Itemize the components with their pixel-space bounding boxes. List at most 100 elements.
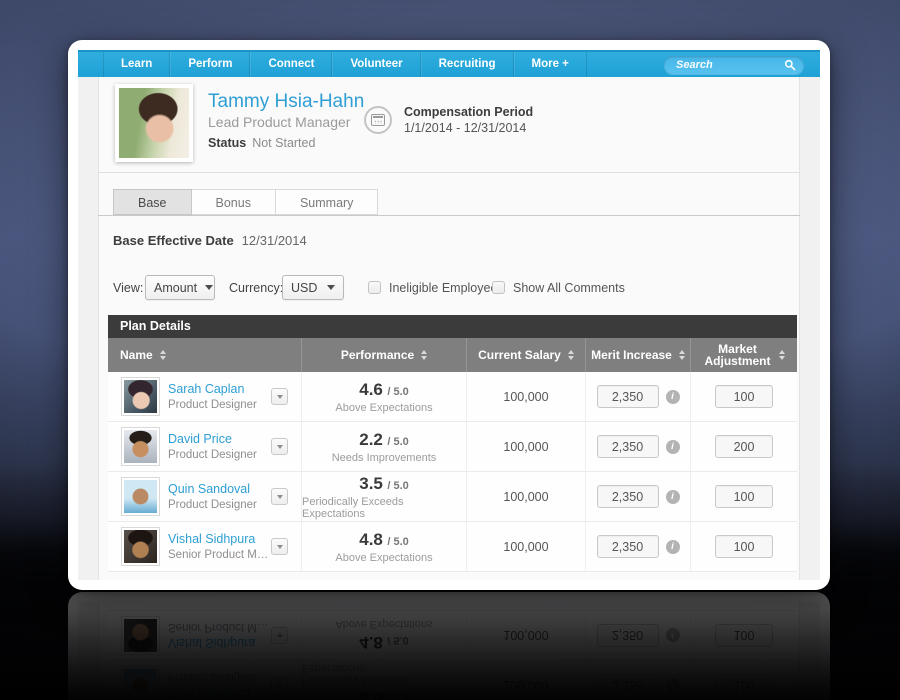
market-adjustment-input[interactable]	[715, 535, 773, 558]
chevron-down-icon	[205, 285, 214, 290]
rating-scale: / 5.0	[387, 435, 409, 448]
top-nav: Learn Perform Connect Volunteer Recruiti…	[78, 50, 820, 77]
employee-name-link[interactable]: Quin Sandoval	[168, 482, 251, 496]
sort-icon[interactable]	[778, 350, 785, 360]
current-salary: 100,000	[503, 628, 549, 643]
show-all-comments-label: Show All Comments	[513, 281, 625, 295]
employee-name-link[interactable]: Sarah Caplan	[168, 382, 245, 396]
tab-underline	[98, 215, 800, 216]
status-label: Status	[208, 136, 247, 150]
employee-title: Product Designer	[168, 499, 257, 511]
row-menu-button[interactable]	[271, 438, 288, 455]
market-adjustment-input[interactable]	[715, 385, 773, 408]
employee-cell: Sarah Caplan Product Designer	[168, 382, 257, 411]
rating-value: 3.5	[359, 473, 383, 493]
current-salary: 100,000	[503, 489, 549, 504]
compensation-period-value: 1/1/2014 - 12/31/2014	[404, 121, 527, 135]
employee-title: Senior Product Man...	[168, 621, 270, 633]
tab-summary[interactable]: Summary	[275, 189, 379, 215]
rating-value: 4.8	[359, 529, 383, 549]
base-effective-date-value: 12/31/2014	[241, 233, 307, 248]
search-input[interactable]	[676, 59, 784, 71]
sort-icon[interactable]	[678, 350, 685, 360]
info-icon[interactable]: i	[665, 489, 680, 504]
employee-title: Product Designer	[168, 399, 257, 411]
table-row: David Price Product Designer 2.2 / 5.0 N…	[108, 422, 797, 472]
tab-base[interactable]: Base	[113, 189, 192, 215]
info-icon[interactable]: i	[665, 389, 680, 404]
info-icon[interactable]: i	[665, 439, 680, 454]
chevron-down-icon	[276, 633, 283, 638]
plan-details-title: Plan Details	[108, 315, 797, 338]
calendar-glyph-icon	[371, 114, 385, 126]
merit-increase-input[interactable]	[596, 535, 659, 558]
merit-increase-input[interactable]	[596, 485, 659, 508]
currency-select[interactable]: USD	[282, 275, 344, 300]
sort-icon[interactable]	[159, 350, 166, 360]
employee-title: Product Designer	[168, 671, 257, 683]
table-row: Vishal Sidhpura Senior Product Man... 4.…	[108, 522, 797, 572]
market-adjustment-input	[715, 674, 773, 697]
info-icon: i	[665, 678, 680, 693]
row-menu-button[interactable]	[271, 488, 288, 505]
employee-job-title: Lead Product Manager	[208, 114, 351, 130]
content-area: Tammy Hsia-Hahn Lead Product Manager Sta…	[78, 77, 820, 580]
table-row: Vishal Sidhpura Senior Product Man... 4.…	[108, 610, 797, 660]
nav-tab-learn[interactable]: Learn	[103, 52, 171, 77]
nav-tab-connect[interactable]: Connect	[250, 52, 333, 77]
table-row: Quin Sandoval Product Designer 3.5 / 5.0…	[108, 472, 797, 522]
tab-bonus[interactable]: Bonus	[191, 189, 276, 215]
merit-increase-input	[596, 624, 659, 647]
nav-tab-volunteer[interactable]: Volunteer	[332, 52, 421, 77]
section-tabs: Base Bonus Summary	[113, 189, 379, 215]
view-select[interactable]: Amount	[145, 275, 215, 300]
market-adjustment-input[interactable]	[715, 485, 773, 508]
rating-value: 4.8	[359, 633, 383, 653]
search-icon[interactable]	[784, 59, 796, 71]
rating-value: 3.5	[359, 689, 383, 700]
employee-cell: Vishal Sidhpura Senior Product Man...	[168, 621, 270, 650]
employee-photo	[115, 84, 193, 162]
rating-text: Periodically Exceeds Expectations	[302, 495, 404, 520]
column-header-label: Current Salary	[478, 348, 561, 362]
sort-icon[interactable]	[421, 350, 428, 360]
base-effective-date-label: Base Effective Date	[113, 233, 234, 248]
header-divider	[98, 172, 800, 173]
avatar	[122, 428, 159, 465]
ineligible-employee-checkbox[interactable]	[368, 281, 381, 294]
employee-name-link: Vishal Sidhpura	[168, 636, 256, 650]
status-value: Not Started	[252, 136, 316, 150]
nav-tab-more[interactable]: More +	[513, 52, 587, 77]
base-effective-date: Base Effective Date 12/31/2014	[113, 233, 307, 248]
currency-label: Currency:	[229, 281, 284, 295]
nav-tab-recruiting[interactable]: Recruiting	[420, 52, 514, 77]
market-adjustment-input[interactable]	[715, 435, 773, 458]
avatar	[122, 378, 159, 415]
row-menu-button[interactable]	[271, 538, 288, 555]
chevron-down-icon	[276, 494, 283, 499]
info-icon[interactable]: i	[665, 539, 680, 554]
row-menu-button[interactable]	[271, 388, 288, 405]
employee-name[interactable]: Tammy Hsia-Hahn	[208, 91, 365, 112]
nav-tab-perform[interactable]: Perform	[170, 52, 251, 77]
column-header-performance[interactable]: Performance	[301, 338, 466, 372]
rating-text: Above Expectations	[335, 618, 433, 631]
employee-name-link[interactable]: David Price	[168, 432, 232, 446]
avatar	[122, 617, 159, 654]
chevron-down-icon	[276, 683, 283, 688]
column-header-name[interactable]: Name	[108, 338, 301, 372]
show-all-comments-checkbox[interactable]	[492, 281, 505, 294]
column-header-label: Merit Increase	[591, 348, 672, 362]
merit-increase-input[interactable]	[596, 385, 659, 408]
employee-name-link[interactable]: Vishal Sidhpura	[168, 532, 256, 546]
compensation-period-label: Compensation Period	[404, 105, 534, 119]
column-header-merit-increase[interactable]: Merit Increase	[585, 338, 690, 372]
employee-cell: Quin Sandoval Product Designer	[168, 671, 257, 700]
sort-icon[interactable]	[567, 350, 574, 360]
column-header-market-adjustment[interactable]: Market Adjustment	[690, 338, 797, 372]
currency-select-value: USD	[291, 280, 318, 295]
search-box[interactable]	[664, 56, 804, 74]
merit-increase-input[interactable]	[596, 435, 659, 458]
column-header-current-salary[interactable]: Current Salary	[466, 338, 585, 372]
